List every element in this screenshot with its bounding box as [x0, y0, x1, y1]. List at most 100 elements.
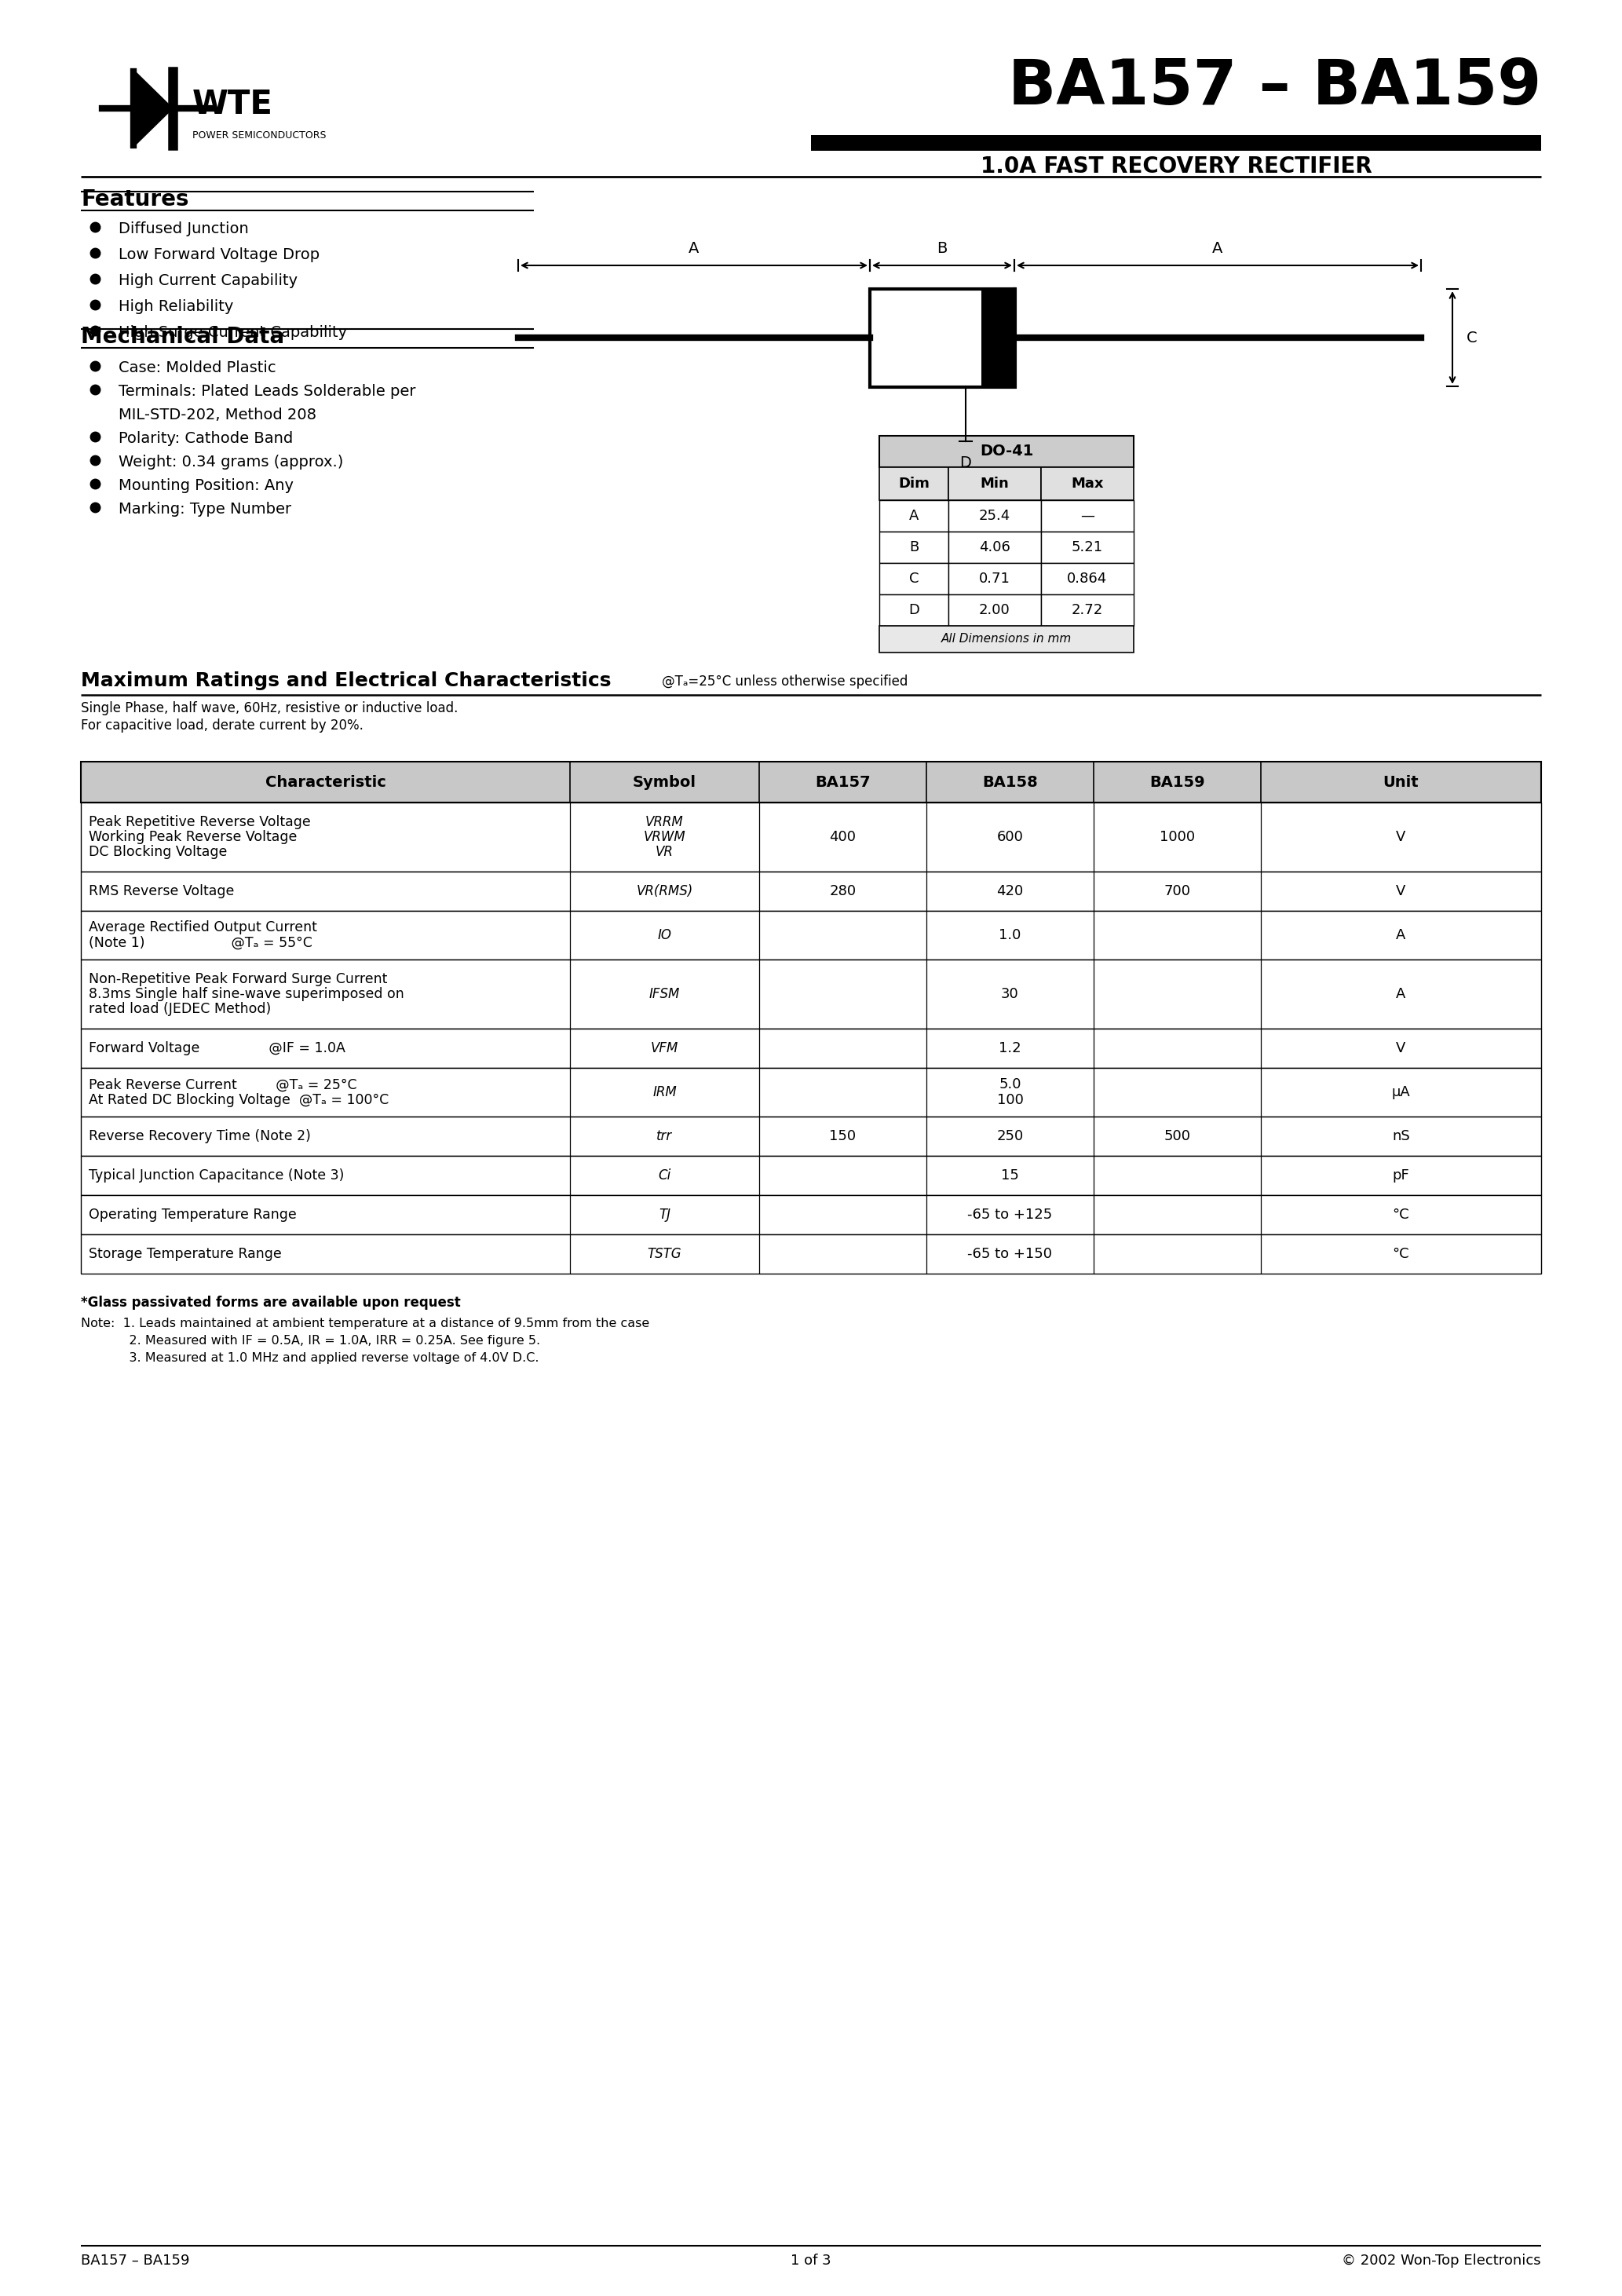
- Text: TSTG: TSTG: [647, 1247, 681, 1261]
- Text: Characteristic: Characteristic: [264, 774, 386, 790]
- Bar: [1041, 466, 1134, 501]
- Text: Note:  1. Leads maintained at ambient temperature at a distance of 9.5mm from th: Note: 1. Leads maintained at ambient tem…: [81, 1318, 649, 1329]
- Text: VRWM: VRWM: [644, 829, 686, 845]
- Text: D: D: [908, 604, 920, 618]
- Text: μA: μA: [1392, 1086, 1410, 1100]
- Bar: [949, 501, 1041, 533]
- Bar: [81, 872, 1541, 912]
- Text: Forward Voltage                @IF = 1.0A: Forward Voltage @IF = 1.0A: [89, 1040, 345, 1056]
- Text: Weight: 0.34 grams (approx.): Weight: 0.34 grams (approx.): [118, 455, 344, 471]
- Text: B: B: [938, 241, 947, 255]
- Text: 5.21: 5.21: [1072, 540, 1103, 553]
- Text: IRM: IRM: [652, 1086, 676, 1100]
- Text: All Dimensions in mm: All Dimensions in mm: [941, 634, 1072, 645]
- Text: 5.0: 5.0: [999, 1077, 1022, 1093]
- Text: 250: 250: [996, 1130, 1023, 1143]
- Text: BA158: BA158: [983, 774, 1038, 790]
- Bar: [879, 595, 949, 627]
- Bar: [81, 1196, 1541, 1235]
- Text: 4.06: 4.06: [980, 540, 1011, 553]
- Text: A: A: [1397, 987, 1406, 1001]
- Text: @Tₐ=25°C unless otherwise specified: @Tₐ=25°C unless otherwise specified: [662, 675, 908, 689]
- Text: Case: Molded Plastic: Case: Molded Plastic: [118, 360, 276, 374]
- Text: BA157 – BA159: BA157 – BA159: [81, 2255, 190, 2268]
- Text: 100: 100: [998, 1093, 1023, 1107]
- Text: 15: 15: [1001, 1169, 1019, 1182]
- Text: °C: °C: [1393, 1208, 1410, 1221]
- Text: High Reliability: High Reliability: [118, 298, 234, 315]
- Text: BA157: BA157: [816, 774, 871, 790]
- Text: MIL-STD-202, Method 208: MIL-STD-202, Method 208: [118, 406, 316, 422]
- Bar: [949, 533, 1041, 563]
- Text: Dim: Dim: [899, 478, 929, 491]
- Text: RMS Reverse Voltage: RMS Reverse Voltage: [89, 884, 234, 898]
- Text: 280: 280: [829, 884, 856, 898]
- Text: Working Peak Reverse Voltage: Working Peak Reverse Voltage: [89, 829, 297, 845]
- Bar: [879, 466, 949, 501]
- Text: Polarity: Cathode Band: Polarity: Cathode Band: [118, 432, 294, 445]
- Bar: [81, 1029, 1541, 1068]
- Text: 30: 30: [1001, 987, 1019, 1001]
- Text: 25.4: 25.4: [980, 510, 1011, 523]
- Text: IFSM: IFSM: [649, 987, 680, 1001]
- Text: C: C: [1466, 331, 1478, 344]
- Text: 3. Measured at 1.0 MHz and applied reverse voltage of 4.0V D.C.: 3. Measured at 1.0 MHz and applied rever…: [81, 1352, 539, 1364]
- Bar: [869, 289, 1015, 388]
- Bar: [879, 533, 949, 563]
- Text: Ci: Ci: [659, 1169, 672, 1182]
- Text: IO: IO: [657, 928, 672, 941]
- Text: 1000: 1000: [1160, 829, 1195, 845]
- Text: Mechanical Data: Mechanical Data: [81, 326, 284, 349]
- Text: Reverse Recovery Time (Note 2): Reverse Recovery Time (Note 2): [89, 1130, 311, 1143]
- Text: VR(RMS): VR(RMS): [636, 884, 693, 898]
- Text: Unit: Unit: [1384, 774, 1419, 790]
- Text: pF: pF: [1392, 1169, 1410, 1182]
- Text: Features: Features: [81, 188, 188, 211]
- Text: 1.2: 1.2: [999, 1040, 1022, 1056]
- Text: (Note 1)                    @Tₐ = 55°C: (Note 1) @Tₐ = 55°C: [89, 934, 313, 951]
- Text: 0.864: 0.864: [1067, 572, 1108, 585]
- Text: At Rated DC Blocking Voltage  @Tₐ = 100°C: At Rated DC Blocking Voltage @Tₐ = 100°C: [89, 1093, 389, 1107]
- Text: Mounting Position: Any: Mounting Position: Any: [118, 478, 294, 494]
- Text: 150: 150: [829, 1130, 856, 1143]
- Text: V: V: [1397, 884, 1406, 898]
- Text: 500: 500: [1165, 1130, 1191, 1143]
- Text: High Surge Current Capability: High Surge Current Capability: [118, 326, 347, 340]
- Bar: [949, 595, 1041, 627]
- Text: Low Forward Voltage Drop: Low Forward Voltage Drop: [118, 248, 320, 262]
- Text: 2.00: 2.00: [980, 604, 1011, 618]
- Text: 2.72: 2.72: [1072, 604, 1103, 618]
- Text: VRRM: VRRM: [646, 815, 684, 829]
- Text: DO-41: DO-41: [980, 443, 1033, 459]
- Text: A: A: [689, 241, 699, 255]
- Text: Storage Temperature Range: Storage Temperature Range: [89, 1247, 282, 1261]
- Text: Non-Repetitive Peak Forward Surge Current: Non-Repetitive Peak Forward Surge Curren…: [89, 971, 388, 987]
- Text: Min: Min: [980, 478, 1009, 491]
- Text: Max: Max: [1071, 478, 1103, 491]
- Bar: [879, 563, 949, 595]
- Text: °C: °C: [1393, 1247, 1410, 1261]
- Text: A: A: [908, 510, 918, 523]
- Bar: [81, 1155, 1541, 1196]
- Text: DC Blocking Voltage: DC Blocking Voltage: [89, 845, 227, 859]
- Bar: [1041, 563, 1134, 595]
- Text: VFM: VFM: [650, 1040, 678, 1056]
- Text: WTE: WTE: [193, 87, 272, 122]
- Text: Single Phase, half wave, 60Hz, resistive or inductive load.: Single Phase, half wave, 60Hz, resistive…: [81, 700, 457, 716]
- Polygon shape: [135, 71, 172, 145]
- Bar: [81, 1116, 1541, 1155]
- Text: VR: VR: [655, 845, 673, 859]
- Text: V: V: [1397, 1040, 1406, 1056]
- Text: BA157 – BA159: BA157 – BA159: [1007, 57, 1541, 117]
- Text: Peak Reverse Current         @Tₐ = 25°C: Peak Reverse Current @Tₐ = 25°C: [89, 1077, 357, 1093]
- Bar: [949, 466, 1041, 501]
- Bar: [981, 289, 1014, 388]
- Text: High Current Capability: High Current Capability: [118, 273, 298, 289]
- Bar: [879, 627, 1134, 652]
- Text: © 2002 Won-Top Electronics: © 2002 Won-Top Electronics: [1341, 2255, 1541, 2268]
- Text: trr: trr: [657, 1130, 673, 1143]
- Text: For capacitive load, derate current by 20%.: For capacitive load, derate current by 2…: [81, 719, 363, 732]
- Text: Maximum Ratings and Electrical Characteristics: Maximum Ratings and Electrical Character…: [81, 670, 611, 691]
- Text: -65 to +150: -65 to +150: [968, 1247, 1053, 1261]
- Text: rated load (JEDEC Method): rated load (JEDEC Method): [89, 1001, 271, 1017]
